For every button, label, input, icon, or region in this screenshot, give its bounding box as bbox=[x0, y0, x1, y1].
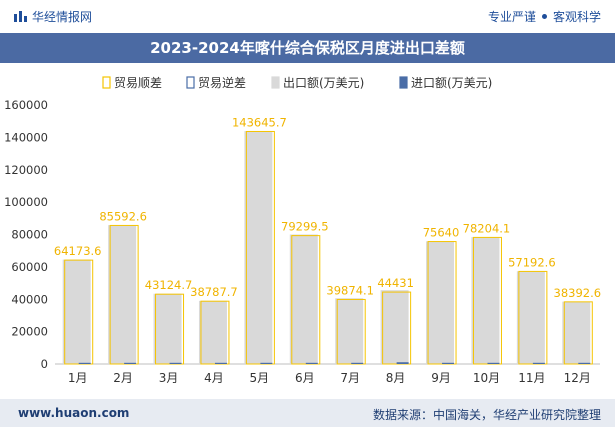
import-bar bbox=[532, 362, 545, 364]
y-tick-label: 20000 bbox=[11, 325, 48, 339]
export-bar bbox=[335, 298, 364, 364]
brand[interactable]: 华经情报网 bbox=[14, 8, 92, 25]
website-link[interactable]: www.huaon.com bbox=[18, 406, 130, 420]
export-bar bbox=[198, 300, 227, 364]
footer: www.huaon.com 数据来源：中国海关，华经产业研究院整理 bbox=[0, 399, 615, 427]
data-label: 78204.1 bbox=[463, 221, 511, 235]
export-bar bbox=[153, 293, 182, 364]
export-bar bbox=[380, 290, 409, 364]
y-tick-label: 0 bbox=[41, 357, 48, 371]
legend-label: 贸易顺差 bbox=[114, 76, 162, 90]
export-bar bbox=[62, 259, 91, 364]
x-tick-label: 2月 bbox=[113, 371, 133, 385]
x-tick-label: 9月 bbox=[431, 371, 451, 385]
data-label: 38392.6 bbox=[554, 286, 602, 300]
x-tick-label: 3月 bbox=[159, 371, 179, 385]
y-tick-label: 60000 bbox=[11, 260, 48, 274]
export-bar bbox=[289, 234, 318, 364]
data-label: 64173.6 bbox=[54, 244, 102, 258]
separator-dot bbox=[541, 14, 547, 19]
data-label: 143645.7 bbox=[232, 115, 287, 129]
legend-swatch bbox=[271, 76, 280, 89]
data-label: 38787.7 bbox=[190, 285, 238, 299]
import-bar bbox=[396, 362, 409, 364]
chart-title: 2023-2024年喀什综合保税区月度进出口差额 bbox=[150, 39, 465, 57]
y-tick-label: 100000 bbox=[4, 195, 48, 209]
x-tick-label: 10月 bbox=[473, 371, 500, 385]
export-bar bbox=[426, 241, 455, 364]
legend-swatch bbox=[186, 76, 195, 89]
import-bar bbox=[442, 362, 455, 364]
slogan-2: 客观科学 bbox=[552, 10, 601, 24]
import-bar bbox=[487, 362, 500, 364]
brand-name: 华经情报网 bbox=[32, 10, 93, 24]
title-bar: 2023-2024年喀什综合保税区月度进出口差额 bbox=[0, 33, 615, 63]
y-axis: 0 20000 40000 60000 80000 100000 120000 140000 1… bbox=[4, 98, 600, 371]
logo-icon bbox=[14, 11, 27, 22]
legend: 贸易顺差 贸易逆差 出口额(万美元) 进口额(万美元) bbox=[102, 75, 492, 90]
export-bar bbox=[108, 225, 137, 364]
slogan-1: 专业严谨 bbox=[487, 10, 536, 24]
data-label: 39874.1 bbox=[326, 283, 374, 297]
import-bar bbox=[578, 362, 591, 364]
x-tick-label: 8月 bbox=[386, 371, 406, 385]
import-bar bbox=[351, 362, 364, 364]
y-tick-label: 40000 bbox=[11, 292, 48, 306]
import-bar bbox=[169, 362, 182, 364]
import-bar bbox=[305, 362, 318, 364]
y-tick-label: 140000 bbox=[4, 130, 48, 144]
x-tick-label: 4月 bbox=[204, 371, 224, 385]
export-bar bbox=[244, 131, 273, 364]
y-tick-label: 160000 bbox=[4, 98, 48, 112]
x-tick-label: 5月 bbox=[250, 371, 270, 385]
data-label: 43124.7 bbox=[145, 278, 193, 292]
data-label: 79299.5 bbox=[281, 220, 329, 234]
import-bar bbox=[124, 362, 137, 364]
export-bar bbox=[471, 237, 500, 364]
data-source: 数据来源：中国海关，华经产业研究院整理 bbox=[372, 408, 601, 422]
x-tick-label: 7月 bbox=[340, 371, 360, 385]
chart: 贸易顺差 贸易逆差 出口额(万美元) 进口额(万美元) 0 20000 40000 6000… bbox=[4, 75, 602, 385]
x-tick-label: 12月 bbox=[564, 371, 591, 385]
data-label: 85592.6 bbox=[99, 209, 147, 223]
x-tick-label: 1月 bbox=[68, 371, 88, 385]
legend-swatch bbox=[102, 76, 111, 89]
y-tick-label: 120000 bbox=[4, 163, 48, 177]
legend-label: 贸易逆差 bbox=[198, 75, 246, 90]
y-tick-label: 80000 bbox=[11, 228, 48, 242]
import-bar bbox=[214, 362, 227, 364]
legend-label: 出口额(万美元) bbox=[283, 76, 364, 90]
data-label: 44431 bbox=[377, 276, 414, 290]
legend-label: 进口额(万美元) bbox=[411, 76, 492, 90]
export-bar bbox=[516, 271, 545, 364]
export-bar bbox=[562, 301, 591, 364]
legend-swatch bbox=[399, 76, 408, 89]
x-tick-label: 11月 bbox=[518, 371, 545, 385]
x-tick-label: 6月 bbox=[295, 371, 315, 385]
import-bar bbox=[78, 362, 91, 364]
import-bar bbox=[260, 362, 273, 364]
slogan: 专业严谨 客观科学 bbox=[488, 8, 601, 25]
data-label: 75640 bbox=[423, 226, 460, 240]
top-bar: 华经情报网 专业严谨 客观科学 bbox=[0, 0, 615, 30]
data-label: 57192.6 bbox=[508, 255, 556, 269]
x-axis: 1月 2月 3月 4月 5月 6月 7月 8月 9月 10月 11月 12月 bbox=[68, 371, 591, 385]
